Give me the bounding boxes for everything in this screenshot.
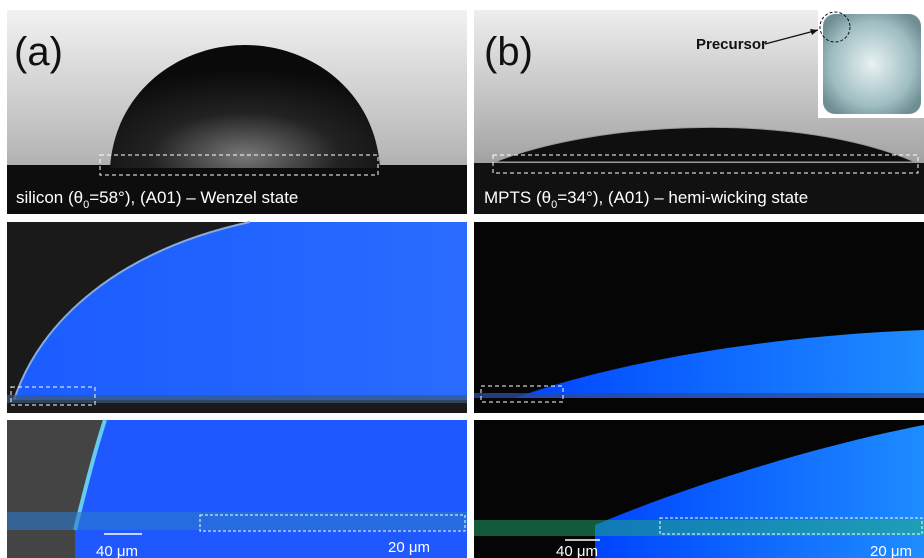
panel-a-bottom: 40 μm 20 μm — [7, 420, 467, 558]
scale-label: 20 μm — [870, 543, 912, 558]
scale-label: 20 μm — [388, 539, 430, 556]
scale-label: 40 μm — [96, 543, 138, 558]
caption-text: =34°), (A01) – hemi-wicking state — [557, 188, 808, 207]
panel-a-top: (a) silicon (θ0=58°), (A01) – Wenzel sta… — [7, 10, 467, 214]
panel-b-middle — [474, 222, 924, 413]
caption-text: =58°), (A01) – Wenzel state — [89, 188, 298, 207]
panel-label: (a) — [14, 30, 63, 74]
caption-text: silicon (θ — [16, 188, 83, 207]
panel-b-top: Precursor (b) MPTS (θ0=34°), (A01) – hem… — [474, 10, 924, 214]
caption-text: MPTS (θ — [484, 188, 551, 207]
figure: (a) silicon (θ0=58°), (A01) – Wenzel sta… — [0, 0, 924, 558]
panel-b-bottom: 40 μm 20 μm — [474, 420, 924, 558]
panel-label: (b) — [484, 30, 533, 74]
scale-label: 40 μm — [556, 543, 598, 558]
panel-a-middle — [7, 222, 467, 413]
inset-label: Precursor — [696, 36, 767, 53]
